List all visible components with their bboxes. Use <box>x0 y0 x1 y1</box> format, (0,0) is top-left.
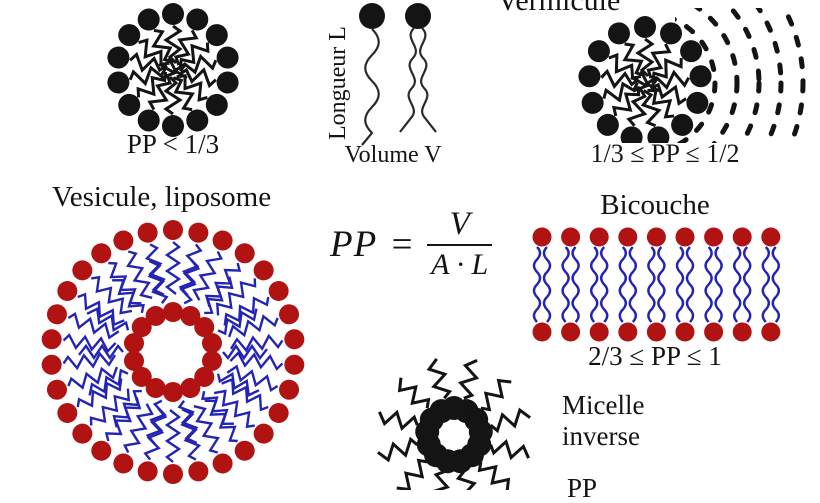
double-tail-molecule <box>399 3 437 133</box>
micelle-lipids <box>103 2 243 139</box>
formula-numerator: V <box>449 206 470 243</box>
fraction-bar <box>427 243 493 246</box>
vesicule-title: Vesicule, liposome <box>52 181 272 213</box>
vermicule-figure <box>575 8 806 143</box>
bicouche-title: Bicouche <box>600 189 710 221</box>
vermicule-pp-label: 1/3 ≤ PP ≤ 1/2 <box>590 139 740 168</box>
vermicule-title: Vermicule <box>497 0 621 17</box>
formula-equals: = <box>389 223 416 265</box>
bicouche-pp-label: 2/3 ≤ PP ≤ 1 <box>588 341 722 371</box>
micelle-pp-label: PP < 1/3 <box>126 129 220 159</box>
formula-fraction: V A · L <box>427 206 493 281</box>
surfactant-molecules-figure <box>359 3 437 146</box>
vesicle-inner-heads <box>122 302 224 402</box>
inverse-micelle-pp-label: PP <box>567 473 598 503</box>
diagram-canvas: { "colors": { "background": "#ffffff", "… <box>39 0 806 503</box>
packing-parameter-formula: PP = V A · L <box>330 198 493 290</box>
micelle-figure <box>103 2 243 139</box>
vesicle-inner-tails <box>77 257 269 447</box>
formula-denominator: A · L <box>431 247 489 281</box>
bicouche-figure <box>531 226 782 343</box>
formula-lhs: PP <box>330 223 378 265</box>
volume-label: Volume V <box>344 142 442 168</box>
inverse-micelle-title: Micelle inverse <box>562 390 644 452</box>
bilayer-columns <box>531 226 782 343</box>
vesicule-figure <box>39 218 307 486</box>
single-tail-molecule <box>359 3 385 146</box>
inverse-micelle-title-line2: inverse <box>562 421 640 452</box>
vermicule-dashed-rings <box>675 8 806 143</box>
inverse-micelle-figure <box>375 356 533 490</box>
inverse-micelle-title-line1: Micelle <box>562 390 645 420</box>
